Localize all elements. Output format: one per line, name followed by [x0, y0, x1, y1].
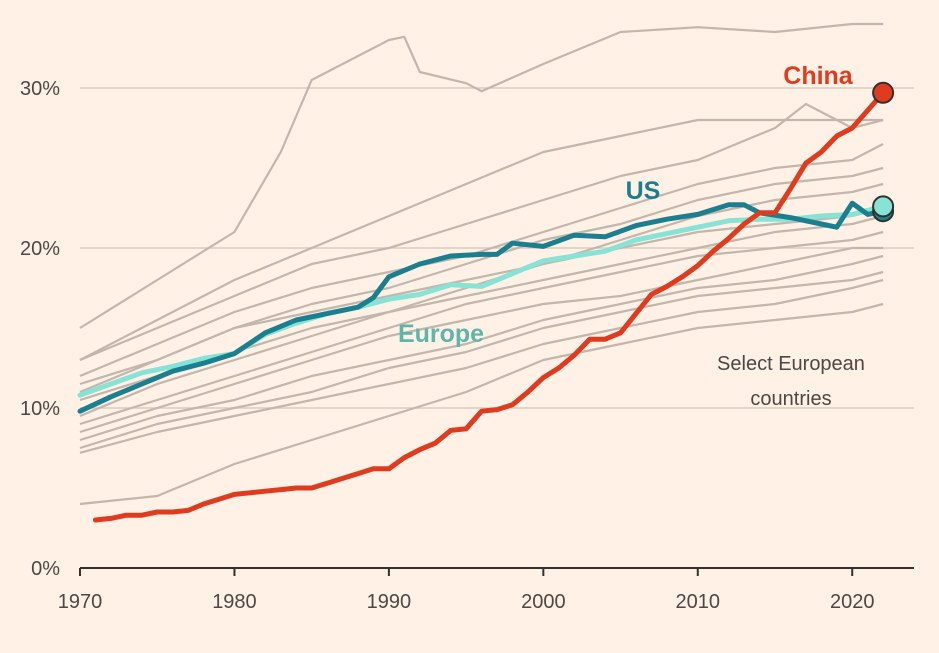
europe-label: Europe: [398, 320, 484, 348]
china-end-marker: [872, 81, 895, 104]
us-label: US: [626, 177, 661, 205]
europe-country-line-14: [79, 206, 884, 394]
europe-country-line-9: [79, 246, 884, 434]
china-line: [92, 90, 886, 523]
y-tick-label: 20%: [20, 238, 60, 260]
europe-country-line-8: [79, 230, 884, 426]
x-tick-label: 1990: [367, 591, 412, 613]
x-tick-label: 2010: [676, 591, 721, 613]
y-tick-label: 10%: [20, 398, 60, 420]
x-tick-label: 1970: [58, 591, 103, 613]
x-tick-label: 2020: [830, 591, 875, 613]
europe-country-line-1: [79, 22, 884, 329]
europe-country-lines: [79, 22, 884, 506]
us-line: [77, 200, 886, 414]
europe-country-line-3: [79, 102, 884, 362]
annotation-line-1: Select European: [717, 353, 865, 375]
europe-end-marker: [872, 195, 895, 218]
highlighted-series: [77, 81, 895, 523]
europe-country-line-11: [79, 270, 884, 450]
europe-country-line-10: [79, 254, 884, 442]
europe-country-line-7: [79, 214, 884, 418]
china-label: China: [783, 62, 854, 90]
y-tick-label: 0%: [31, 558, 60, 580]
x-tick-label: 2000: [521, 591, 566, 613]
y-axis: 0% 10% 20% 30%: [20, 78, 60, 580]
europe-country-line-4: [79, 143, 884, 378]
annotation-line-2: countries: [750, 388, 831, 410]
x-axis: 1970 1980 1990 2000 2010 2020: [58, 567, 914, 613]
europe-country-line-12: [79, 278, 884, 454]
x-tick-label: 1980: [212, 591, 257, 613]
europe-country-line-2: [79, 118, 884, 361]
y-tick-label: 30%: [20, 78, 60, 100]
europe-country-line-13: [79, 302, 884, 506]
